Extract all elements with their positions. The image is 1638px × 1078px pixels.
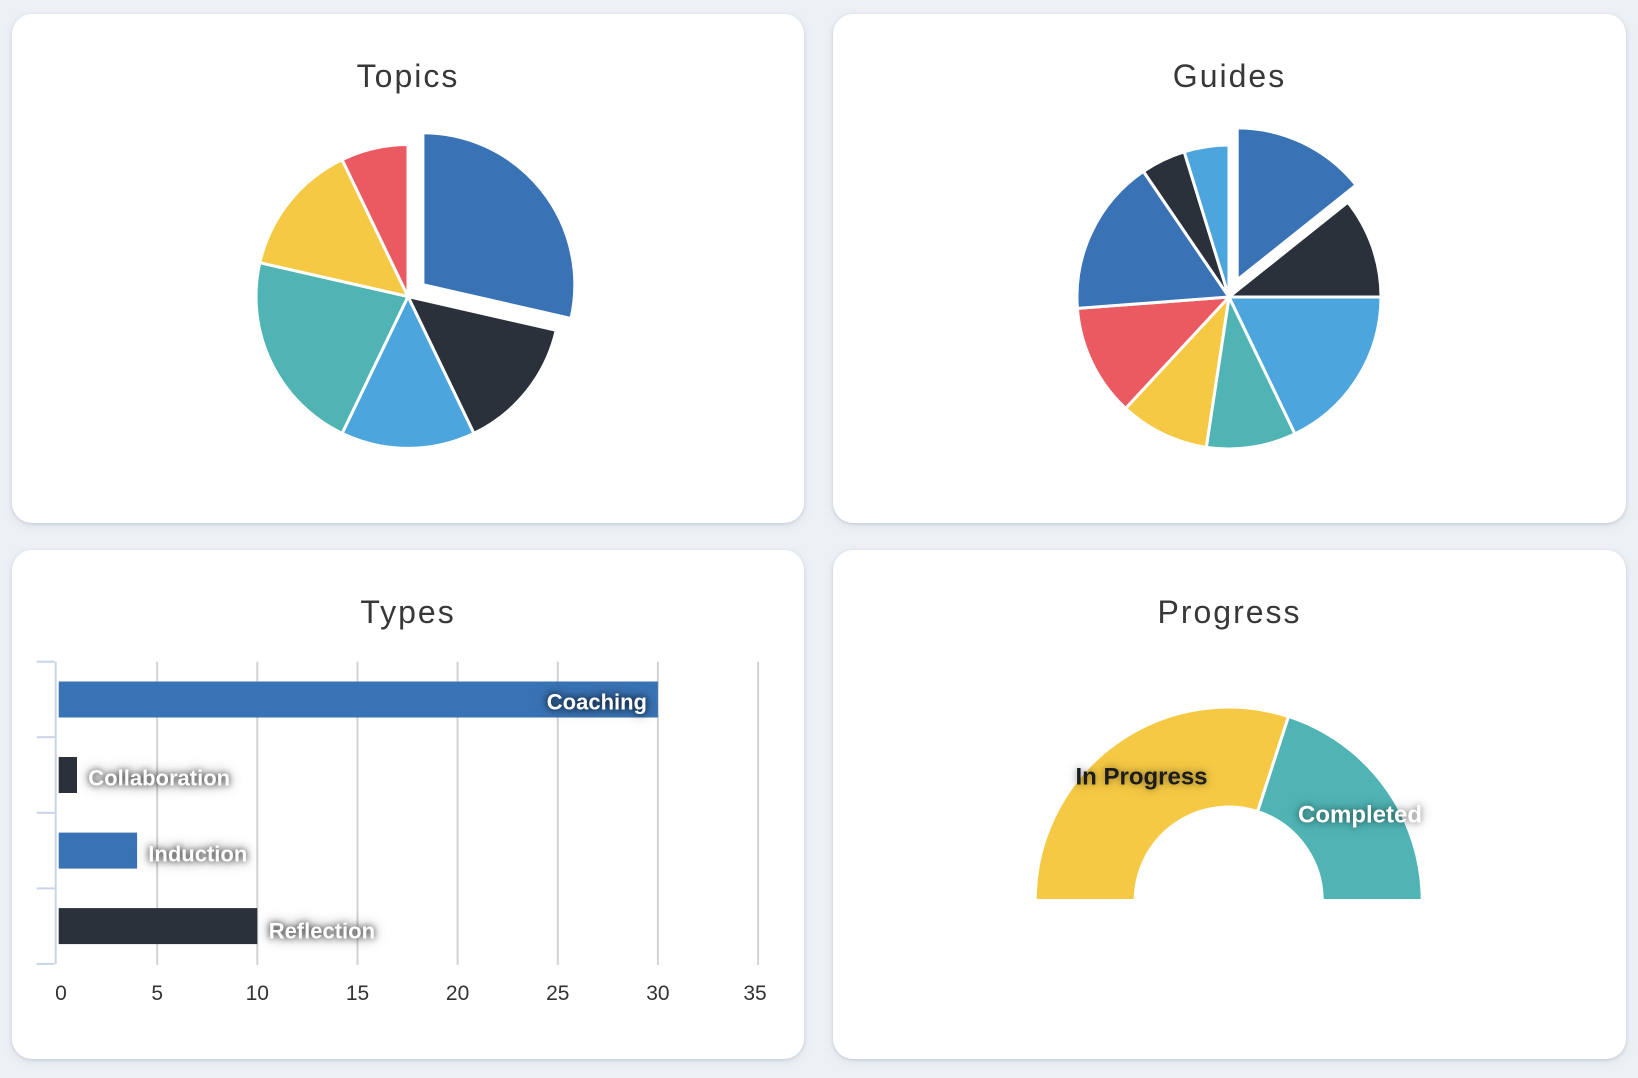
svg-text:Guides: Guides xyxy=(1173,58,1286,94)
svg-text:Progress: Progress xyxy=(1157,594,1301,630)
svg-text:Reflection: Reflection xyxy=(269,919,375,944)
svg-text:0: 0 xyxy=(55,982,67,1005)
svg-text:In Progress: In Progress xyxy=(1075,764,1207,791)
svg-text:Induction: Induction xyxy=(148,841,247,866)
svg-text:10: 10 xyxy=(246,982,269,1005)
svg-text:Collaboration: Collaboration xyxy=(88,765,230,790)
svg-text:In Progress: In Progress xyxy=(1075,764,1207,791)
svg-text:Completed: Completed xyxy=(1298,801,1422,828)
svg-text:Collaboration: Collaboration xyxy=(88,765,230,790)
svg-text:15: 15 xyxy=(346,982,369,1005)
svg-text:Induction: Induction xyxy=(148,841,247,866)
svg-text:Coaching: Coaching xyxy=(547,690,647,715)
svg-text:In Progress: In Progress xyxy=(1075,764,1207,791)
svg-text:Reflection: Reflection xyxy=(269,919,375,944)
svg-text:Induction: Induction xyxy=(148,841,247,866)
svg-text:Collaboration: Collaboration xyxy=(88,765,230,790)
svg-text:Coaching: Coaching xyxy=(547,690,647,715)
svg-text:20: 20 xyxy=(446,982,469,1005)
svg-text:Topics: Topics xyxy=(357,58,460,94)
svg-text:Completed: Completed xyxy=(1298,801,1422,828)
svg-text:35: 35 xyxy=(743,982,766,1005)
svg-text:Types: Types xyxy=(360,594,455,630)
svg-text:25: 25 xyxy=(546,982,569,1005)
svg-text:Reflection: Reflection xyxy=(269,919,375,944)
svg-text:Coaching: Coaching xyxy=(547,690,647,715)
svg-text:Completed: Completed xyxy=(1298,801,1422,828)
svg-text:30: 30 xyxy=(646,982,669,1005)
svg-text:5: 5 xyxy=(151,982,163,1005)
